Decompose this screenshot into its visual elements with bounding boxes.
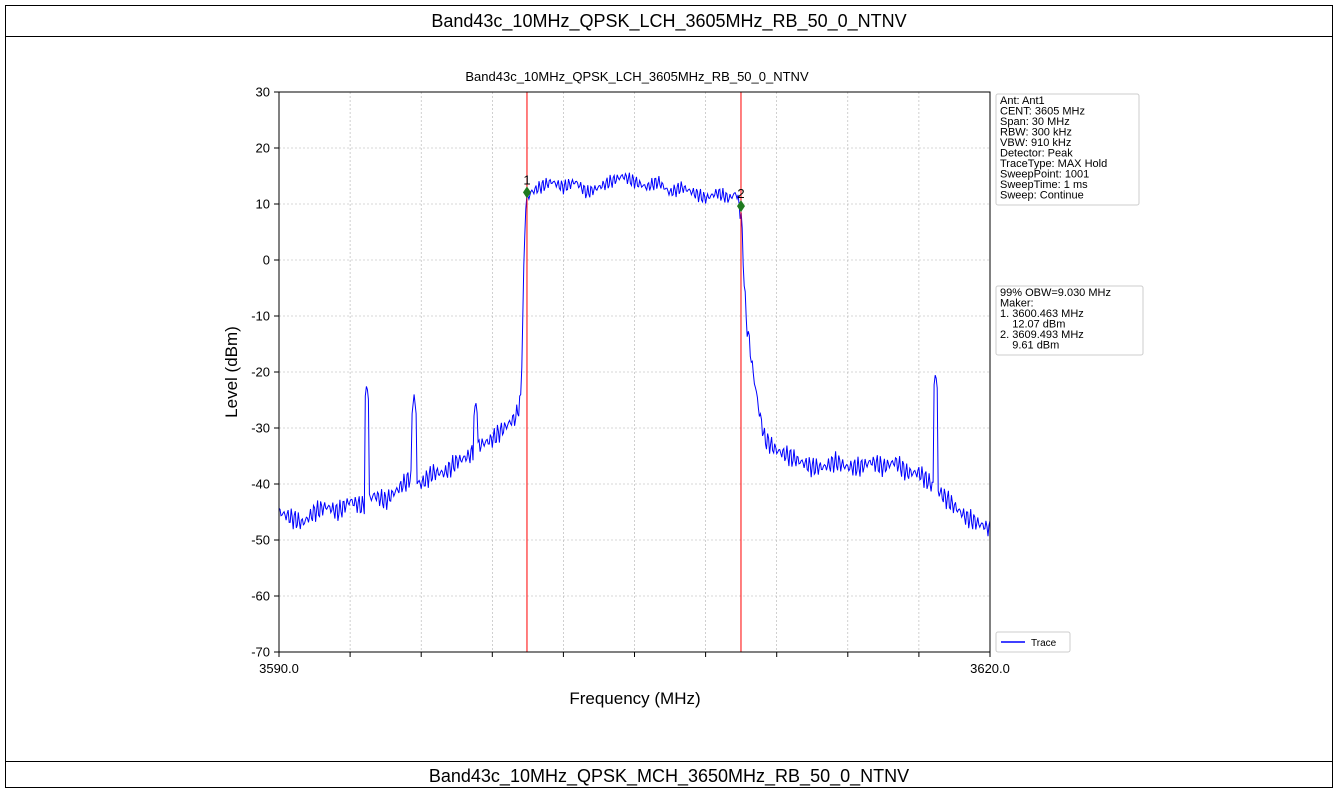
y-tick-label: 0 (263, 253, 270, 268)
trace-line (278, 172, 991, 537)
y-tick-label: -70 (251, 645, 270, 660)
settings-info-box-line: SweepPoint: 1001 (1000, 169, 1089, 181)
marker-diamond (736, 200, 745, 213)
marker-label: 1 (523, 172, 530, 187)
y-tick-label: -10 (251, 309, 270, 324)
obw-info-box-line: 99% OBW=9.030 MHz (1000, 287, 1111, 299)
obw-info-box-line: 12.07 dBm (1000, 319, 1065, 331)
settings-info-box-line: SweepTime: 1 ms (1000, 179, 1088, 191)
x-tick-label: 3620.0 (970, 661, 1010, 676)
obw-info-box-line: 2. 3609.493 MHz (1000, 329, 1084, 341)
chart-title: Band43c_10MHz_QPSK_LCH_3605MHz_RB_50_0_N… (465, 69, 809, 84)
y-tick-label: 20 (256, 141, 270, 156)
marker-label: 2 (737, 186, 744, 201)
settings-info-box-line: Detector: Peak (1000, 148, 1073, 160)
y-tick-label: 10 (256, 197, 270, 212)
settings-info-box-line: VBW: 910 kHz (1000, 137, 1071, 149)
legend-box (995, 631, 1071, 653)
settings-info-box (995, 93, 1140, 206)
legend-label: Trace (1031, 638, 1057, 649)
plot-frame (278, 91, 991, 653)
settings-info-box-line: CENT: 3605 MHz (1000, 106, 1085, 118)
settings-info-box-line: RBW: 300 kHz (1000, 127, 1072, 139)
header-title: Band43c_10MHz_QPSK_LCH_3605MHz_RB_50_0_N… (6, 6, 1332, 37)
obw-info-box-line: 1. 3600.463 MHz (1000, 308, 1084, 320)
obw-info-box-line: Maker: (1000, 298, 1034, 310)
obw-info-box-line: 9.61 dBm (1000, 340, 1059, 352)
x-tick-label: 3590.0 (259, 661, 299, 676)
obw-info-box (995, 285, 1144, 356)
settings-info-box-line: Sweep: Continue (1000, 190, 1084, 202)
y-axis-label: Level (dBm) (222, 326, 241, 418)
y-tick-label: -30 (251, 421, 270, 436)
y-tick-label: -50 (251, 533, 270, 548)
y-tick-label: 30 (256, 85, 270, 100)
settings-info-box-line: Span: 30 MHz (1000, 116, 1070, 128)
footer-title: Band43c_10MHz_QPSK_MCH_3650MHz_RB_50_0_N… (6, 761, 1332, 789)
y-tick-label: -40 (251, 477, 270, 492)
marker-diamond (522, 186, 531, 199)
y-tick-label: -20 (251, 365, 270, 380)
settings-info-box-line: Ant: Ant1 (1000, 95, 1045, 107)
x-axis-label: Frequency (MHz) (569, 689, 700, 708)
settings-info-box-line: TraceType: MAX Hold (1000, 158, 1107, 170)
y-tick-label: -60 (251, 589, 270, 604)
